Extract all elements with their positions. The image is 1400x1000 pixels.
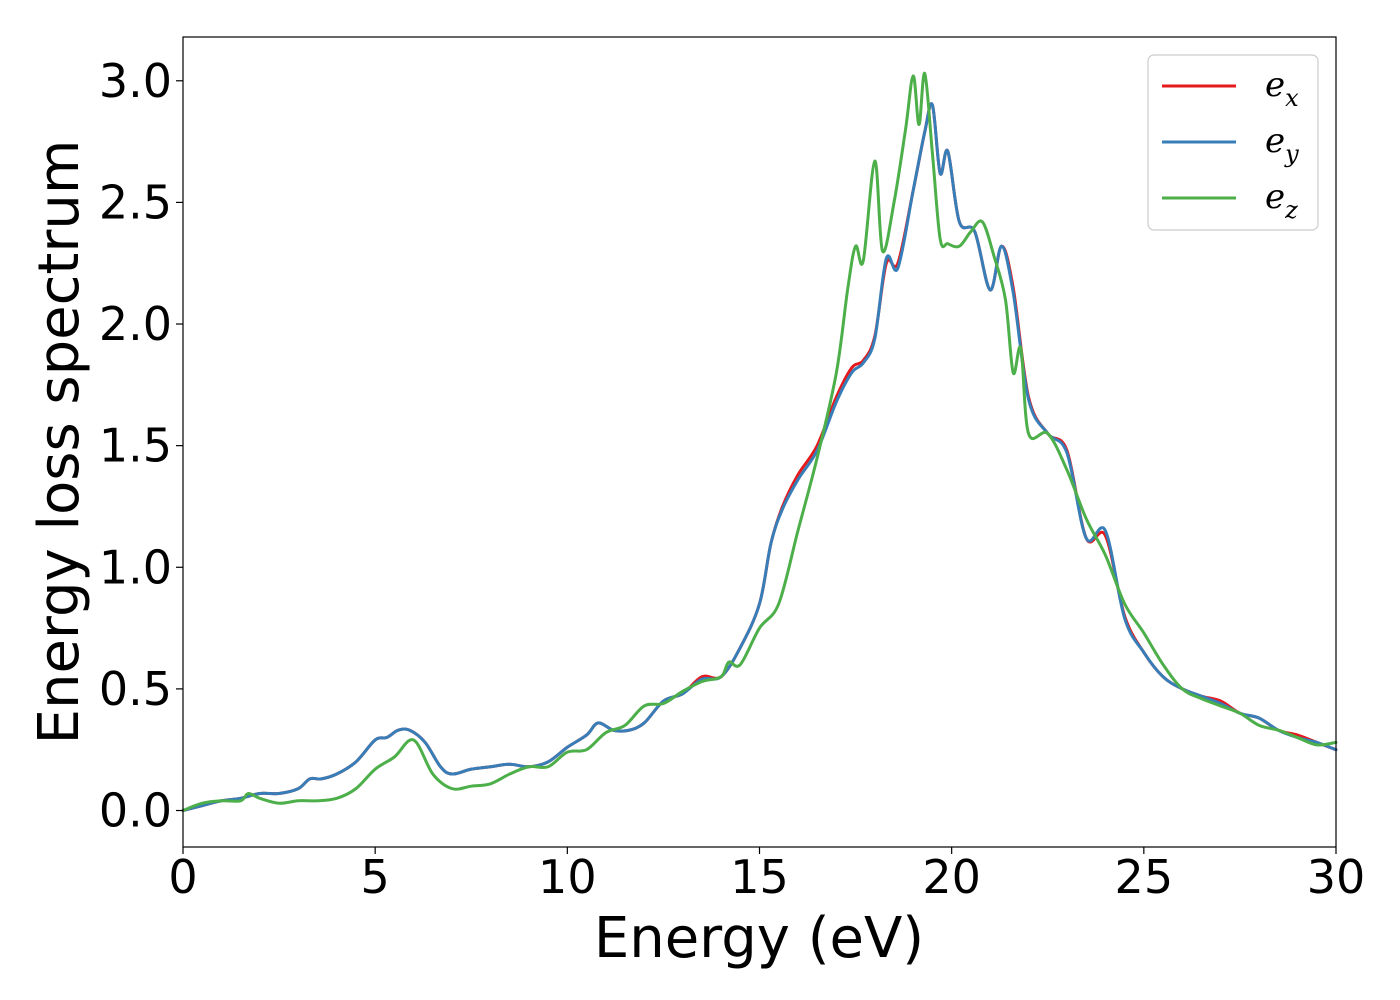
y-tick-label: 0.0 (99, 784, 172, 838)
x-axis-label: Energy (eV) (594, 906, 924, 971)
series-line-z (181, 71, 1338, 813)
y-axis-label: Energy loss spectrum (27, 140, 92, 745)
x-tick-label: 5 (361, 850, 390, 904)
x-tick-label: 0 (168, 850, 197, 904)
x-axis-ticks: 0 5 10 15 20 25 30 (168, 847, 1365, 904)
y-tick-label: 1.0 (99, 540, 172, 594)
x-tick-label: 30 (1307, 850, 1366, 904)
y-axis-ticks: 0.0 0.5 1.0 1.5 2.0 2.5 3.0 (99, 54, 183, 838)
x-tick-label: 10 (538, 850, 597, 904)
x-tick-label: 20 (922, 850, 981, 904)
y-tick-label: 0.5 (99, 662, 172, 716)
plot-lines (181, 71, 1338, 813)
y-tick-label: 2.0 (99, 297, 172, 351)
legend-label-z: ez (1265, 177, 1298, 224)
x-tick-label: 25 (1115, 850, 1174, 904)
x-tick-label: 15 (730, 850, 789, 904)
y-tick-label: 2.5 (99, 175, 172, 229)
y-tick-label: 3.0 (99, 54, 172, 108)
y-tick-label: 1.5 (99, 419, 172, 473)
series-line-y (181, 102, 1338, 813)
